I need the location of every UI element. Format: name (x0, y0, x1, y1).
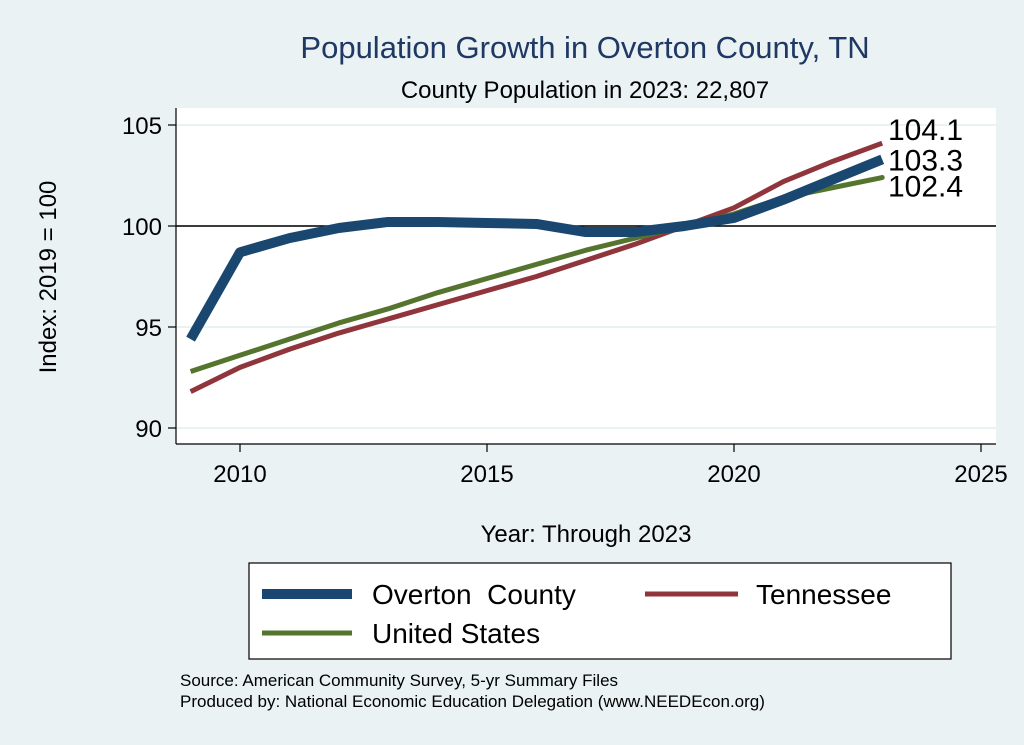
series-line-overton (186, 154, 885, 342)
series-line-tennessee (189, 140, 884, 394)
y-tick-label: 105 (122, 113, 162, 140)
y-tick-label: 100 (122, 214, 162, 241)
legend-label-overton: Overton County (372, 579, 576, 610)
x-tick-label: 2025 (954, 461, 1007, 488)
end-label-united-states: 102.4 (888, 171, 963, 204)
chart-title: Population Growth in Overton County, TN (300, 30, 869, 65)
legend-box (248, 562, 952, 660)
legend-label-united-states: United States (372, 618, 540, 649)
y-tick-label: 95 (135, 315, 162, 342)
y-axis-title: Index: 2019 = 100 (35, 181, 62, 374)
end-label-tennessee: 104.1 (888, 114, 963, 147)
legend-label-tennessee: Tennessee (756, 579, 891, 610)
x-tick-label: 2010 (213, 461, 266, 488)
axes (175, 108, 996, 445)
x-tick-label: 2015 (460, 461, 513, 488)
series-end-dot-united-states (879, 175, 885, 181)
tick-labels: 90 95 100 105 2010 2015 2020 2025 (122, 113, 1008, 488)
source-note: Source: American Community Survey, 5-yr … (180, 671, 618, 690)
series-lines (186, 140, 885, 394)
producer-note: Produced by: National Economic Education… (180, 692, 765, 711)
x-axis-title: Year: Through 2023 (481, 521, 692, 548)
end-label-overton: 103.3 (888, 144, 963, 177)
chart-subtitle: County Population in 2023: 22,807 (401, 77, 769, 104)
x-tick-label: 2020 (707, 461, 760, 488)
tick-marks (168, 124, 982, 452)
y-tick-label: 90 (135, 416, 162, 443)
legend: Overton County Tennessee United States (248, 562, 952, 660)
